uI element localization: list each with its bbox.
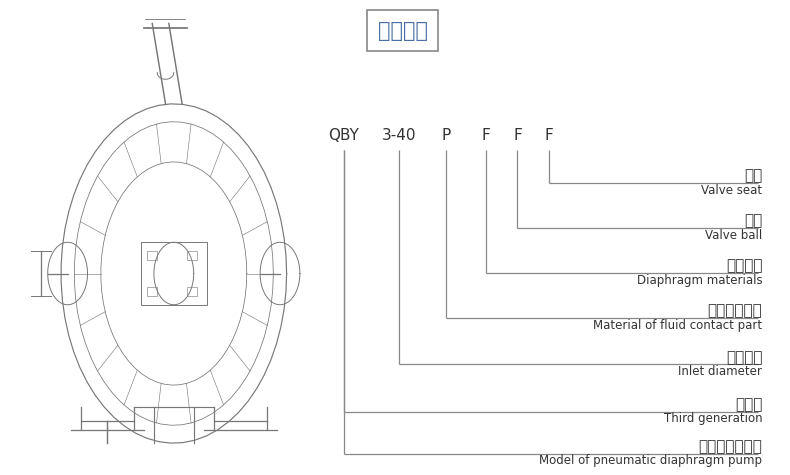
- Text: Valve seat: Valve seat: [702, 183, 762, 197]
- Bar: [147, 251, 157, 260]
- Bar: [187, 287, 197, 296]
- Text: Model of pneumatic diaphragm pump: Model of pneumatic diaphragm pump: [540, 454, 762, 467]
- Text: 阀座: 阀座: [744, 168, 762, 183]
- Text: 气动隔膜泵型号: 气动隔膜泵型号: [698, 439, 762, 454]
- Text: F: F: [481, 128, 491, 143]
- Text: 进料口径: 进料口径: [726, 350, 762, 365]
- Text: Third generation: Third generation: [664, 412, 762, 426]
- Text: Inlet diameter: Inlet diameter: [679, 365, 762, 378]
- Text: P: P: [442, 128, 451, 143]
- Text: Valve ball: Valve ball: [705, 228, 762, 242]
- Bar: [147, 287, 157, 296]
- Text: 3-40: 3-40: [382, 128, 416, 143]
- Text: 第三代: 第三代: [735, 397, 762, 412]
- Text: F: F: [544, 128, 554, 143]
- Text: Material of fluid contact part: Material of fluid contact part: [593, 319, 762, 332]
- Text: F: F: [513, 128, 522, 143]
- Text: 型号说明: 型号说明: [378, 21, 428, 41]
- Bar: [187, 251, 197, 260]
- Text: Diaphragm materials: Diaphragm materials: [637, 274, 762, 287]
- Text: 隔膜材质: 隔膜材质: [726, 258, 762, 274]
- Text: QBY: QBY: [328, 128, 359, 143]
- Text: 阀球: 阀球: [744, 213, 762, 228]
- Text: 过流部件材质: 过流部件材质: [708, 304, 762, 319]
